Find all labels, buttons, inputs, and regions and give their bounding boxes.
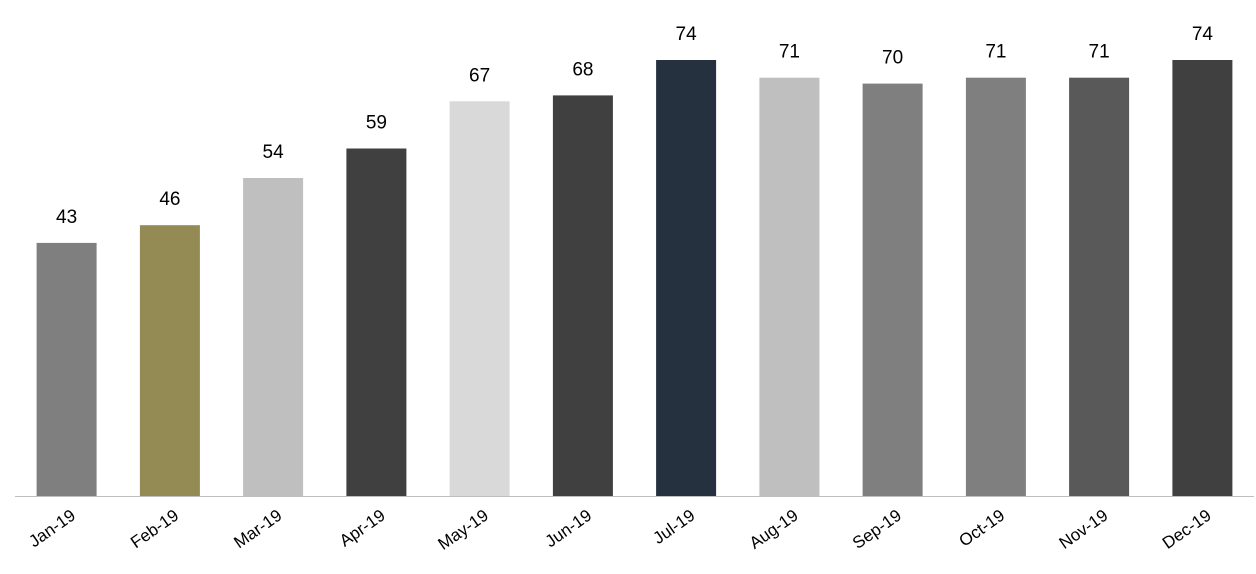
data-label-may-19: 67: [469, 65, 490, 86]
bar-sep-19: [862, 83, 923, 497]
bar-feb-19: [139, 225, 200, 497]
bar-aug-19: [759, 77, 820, 497]
data-labels-group: 43 46 54 59 67 68 74 71 70 71 71 74: [56, 24, 1213, 228]
bar-apr-19: [346, 148, 407, 497]
x-tick-label-may-19: May-19: [435, 506, 492, 554]
data-label-sep-19: 70: [882, 48, 903, 69]
x-tick-label-jan-19: Jan-19: [25, 506, 78, 551]
bar-jun-19: [552, 95, 613, 497]
data-label-feb-19: 46: [159, 189, 180, 210]
x-tick-label-apr-19: Apr-19: [336, 506, 389, 551]
bar-jan-19: [36, 242, 97, 497]
bar-nov-19: [1069, 77, 1130, 497]
data-label-jun-19: 68: [572, 59, 593, 80]
bar-may-19: [449, 101, 510, 497]
data-label-aug-19: 71: [779, 42, 800, 63]
x-tick-label-oct-19: Oct-19: [955, 506, 1008, 551]
x-tick-label-jul-19: Jul-19: [650, 506, 699, 548]
data-label-dec-19: 74: [1192, 24, 1214, 45]
data-label-jul-19: 74: [676, 24, 698, 45]
x-tick-label-mar-19: Mar-19: [230, 506, 285, 552]
bar-mar-19: [243, 178, 304, 497]
x-tick-label-nov-19: Nov-19: [1056, 506, 1112, 553]
bar-oct-19: [965, 77, 1026, 497]
data-label-apr-19: 59: [366, 113, 387, 134]
x-tick-label-jun-19: Jun-19: [542, 506, 595, 551]
x-tick-label-aug-19: Aug-19: [746, 506, 802, 553]
x-tick-label-sep-19: Sep-19: [849, 506, 905, 553]
bar-jul-19: [656, 60, 717, 497]
x-tick-label-feb-19: Feb-19: [127, 506, 182, 552]
x-tick-label-dec-19: Dec-19: [1159, 506, 1215, 553]
bar-dec-19: [1172, 60, 1233, 497]
data-label-jan-19: 43: [56, 207, 77, 228]
bars-group: [36, 60, 1233, 497]
data-label-oct-19: 71: [985, 42, 1006, 63]
x-tick-labels-group: Jan-19 Feb-19 Mar-19 Apr-19 May-19 Jun-19 Jul-…: [25, 506, 1214, 554]
data-label-mar-19: 54: [263, 142, 285, 163]
data-label-nov-19: 71: [1089, 42, 1110, 63]
